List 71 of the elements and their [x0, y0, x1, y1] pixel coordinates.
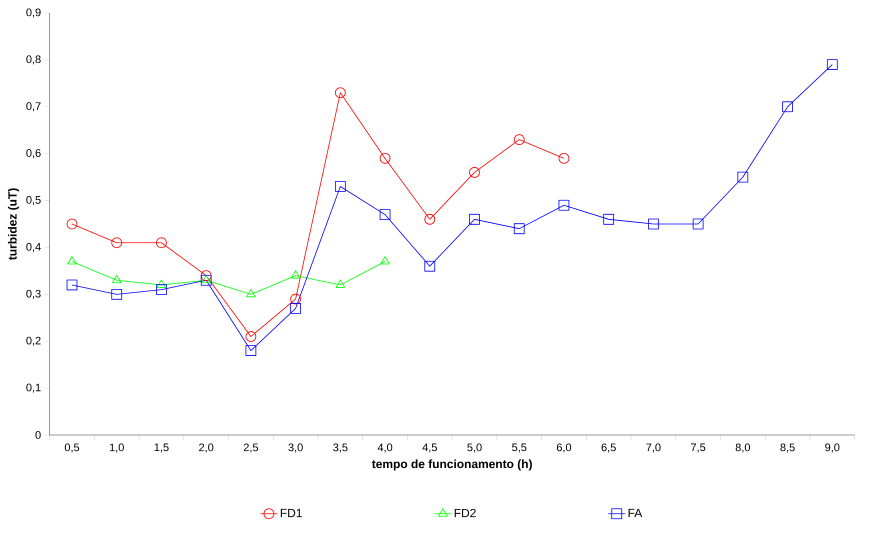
x-tick-label: 8,5	[780, 444, 795, 453]
point	[200, 274, 212, 286]
x-tick-label: 5,5	[512, 444, 526, 452]
point	[111, 288, 122, 300]
point	[66, 218, 78, 230]
point	[334, 181, 346, 192]
legend-label: FA	[628, 508, 642, 518]
point	[246, 345, 256, 356]
point	[380, 256, 390, 264]
point	[156, 284, 167, 296]
x-tick-label: 4,0	[378, 444, 392, 453]
point	[246, 331, 256, 342]
x-tick-label: 6,5	[602, 444, 616, 453]
x-tick-label: 6,0	[556, 444, 572, 453]
x-tick-label: 9,0	[825, 444, 840, 453]
point	[558, 152, 570, 164]
point	[201, 274, 211, 284]
y-tick-label: 0,1	[26, 384, 41, 393]
point	[424, 260, 436, 272]
x-tick-label: 8,0	[736, 444, 750, 453]
point	[66, 280, 78, 290]
point	[290, 303, 301, 314]
point	[246, 288, 256, 298]
y-tick-label: 0,2	[26, 336, 41, 346]
x-axis-title: tempo de funcionamento (h)	[372, 459, 532, 471]
point	[290, 294, 301, 304]
point	[514, 223, 525, 234]
point	[200, 270, 212, 281]
y-tick-label: 0	[35, 431, 41, 439]
point	[156, 280, 166, 288]
point	[603, 214, 614, 225]
point	[469, 214, 480, 225]
x-tick-label: 2,5	[244, 444, 258, 453]
x-tick-label: 3,5	[333, 444, 348, 453]
x-tick-label: 4,5	[422, 444, 437, 452]
point	[336, 280, 346, 288]
point	[782, 101, 793, 112]
point	[290, 270, 300, 278]
point	[469, 167, 480, 178]
legend-label: FD2	[454, 508, 476, 518]
y-tick-label: 0,7	[26, 102, 41, 112]
x-tick-label: 3,0	[288, 444, 303, 453]
x-tick-label: 7,5	[691, 444, 706, 452]
point	[648, 218, 659, 230]
point	[692, 218, 704, 230]
y-tick-label: 0,4	[26, 242, 41, 252]
point	[334, 87, 346, 98]
point	[380, 209, 390, 220]
x-tick-label: 0,5	[64, 444, 80, 453]
y-tick-label: 0,6	[26, 149, 41, 158]
y-tick-label: 0,3	[26, 290, 41, 299]
point	[111, 237, 122, 248]
y-axis-title: turbidez (uT)	[8, 188, 20, 260]
point	[67, 256, 77, 264]
point	[514, 134, 525, 145]
legend-label: FD1	[280, 508, 302, 518]
x-tick-label: 2,0	[199, 444, 214, 453]
y-tick-label: 0,5	[26, 196, 41, 206]
point	[424, 214, 436, 225]
point	[380, 152, 390, 164]
point	[558, 200, 570, 211]
x-tick-label: 5,0	[467, 444, 482, 453]
point	[112, 274, 122, 284]
y-tick-label: 0,8	[26, 55, 41, 64]
point	[826, 59, 838, 70]
x-tick-label: 1,0	[110, 444, 124, 453]
x-tick-label: 7,0	[646, 444, 661, 453]
point	[737, 172, 748, 182]
y-tick-label: 0,9	[26, 8, 41, 18]
x-tick-label: 1,5	[154, 444, 169, 452]
point	[156, 237, 167, 248]
